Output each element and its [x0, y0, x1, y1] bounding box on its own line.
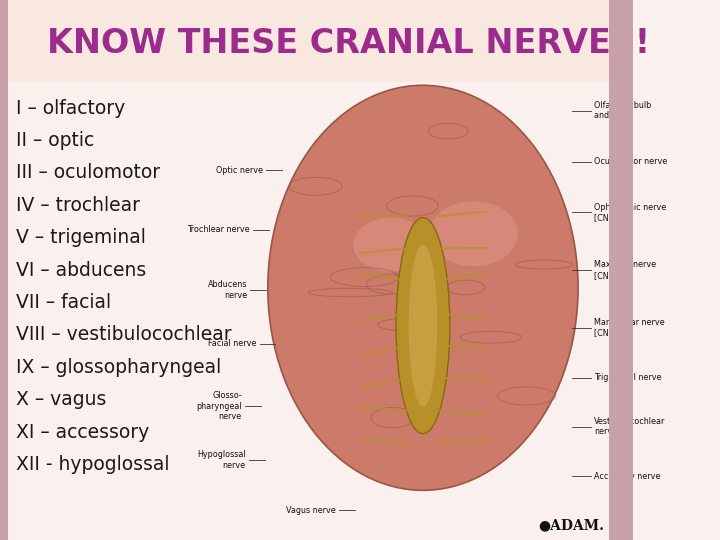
- Text: I – olfactory: I – olfactory: [16, 98, 125, 118]
- Text: Oculomotor nerve: Oculomotor nerve: [594, 158, 667, 166]
- Text: Vestibulocochlear
nerve: Vestibulocochlear nerve: [594, 417, 665, 436]
- FancyBboxPatch shape: [8, 0, 609, 82]
- Text: IX – glossopharyngeal: IX – glossopharyngeal: [16, 357, 221, 377]
- Text: Olfactory bulb
and tract: Olfactory bulb and tract: [594, 101, 651, 120]
- Text: VI – abducens: VI – abducens: [16, 260, 146, 280]
- Text: Abducens
nerve: Abducens nerve: [207, 280, 247, 300]
- Ellipse shape: [396, 218, 450, 434]
- Text: IV – trochlear: IV – trochlear: [16, 195, 140, 215]
- Ellipse shape: [429, 201, 518, 266]
- Text: Glosso-
pharyngeal
nerve: Glosso- pharyngeal nerve: [197, 391, 242, 421]
- Ellipse shape: [354, 218, 429, 272]
- Text: Trigeminal nerve: Trigeminal nerve: [594, 374, 662, 382]
- FancyBboxPatch shape: [609, 0, 633, 540]
- Text: III – oculomotor: III – oculomotor: [16, 163, 160, 183]
- FancyBboxPatch shape: [0, 0, 8, 540]
- Text: Maxillary nerve
[CN V2]: Maxillary nerve [CN V2]: [594, 260, 656, 280]
- Text: Hypoglossal
nerve: Hypoglossal nerve: [197, 450, 246, 470]
- Text: XI – accessory: XI – accessory: [16, 422, 149, 442]
- Text: Optic nerve: Optic nerve: [216, 166, 263, 174]
- Text: Vagus nerve: Vagus nerve: [286, 506, 336, 515]
- Text: X – vagus: X – vagus: [16, 390, 107, 409]
- Ellipse shape: [409, 245, 437, 407]
- Text: Facial nerve: Facial nerve: [208, 340, 256, 348]
- Text: Accessory nerve: Accessory nerve: [594, 472, 660, 481]
- Text: Ophthalmic nerve
[CN V1]: Ophthalmic nerve [CN V1]: [594, 202, 666, 222]
- Ellipse shape: [268, 85, 578, 490]
- Text: KNOW THESE CRANIAL NERVES!: KNOW THESE CRANIAL NERVES!: [48, 26, 650, 60]
- Text: ●ADAM.: ●ADAM.: [539, 518, 605, 532]
- Text: V – trigeminal: V – trigeminal: [16, 228, 145, 247]
- Text: II – optic: II – optic: [16, 131, 94, 150]
- Text: VIII – vestibulocochlear: VIII – vestibulocochlear: [16, 325, 231, 345]
- Text: XII - hypoglossal: XII - hypoglossal: [16, 455, 169, 474]
- Text: VII – facial: VII – facial: [16, 293, 111, 312]
- Text: Mandibular nerve
[CN V3]: Mandibular nerve [CN V3]: [594, 318, 665, 338]
- Text: Trochlear nerve: Trochlear nerve: [187, 225, 250, 234]
